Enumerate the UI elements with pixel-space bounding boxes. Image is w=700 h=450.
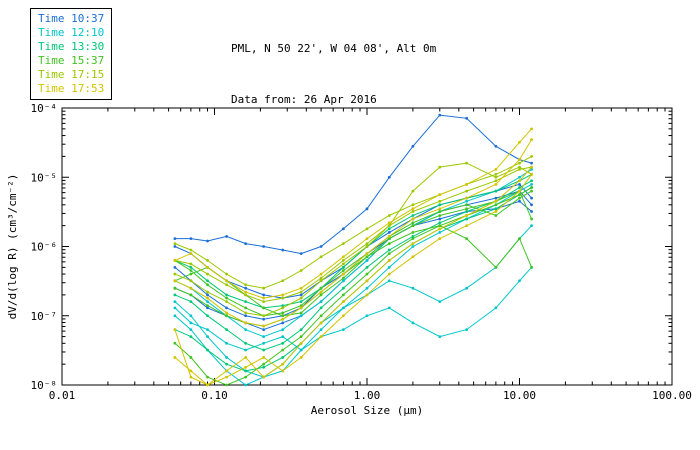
legend-item-1210: Time 12:10 (38, 26, 105, 39)
svg-text:10⁻⁷: 10⁻⁷ (31, 310, 58, 323)
legend-item-1330: Time 13:30 (38, 40, 105, 53)
series-line-1210 (174, 266, 532, 351)
svg-text:10⁻⁶: 10⁻⁶ (31, 241, 58, 254)
svg-text:10.00: 10.00 (503, 389, 536, 402)
series-line-1210 (174, 168, 532, 338)
plot-title: PML, N 50 22', W 04 08', Alt 0m (231, 42, 437, 55)
svg-text:10⁻⁴: 10⁻⁴ (31, 102, 58, 115)
series-line-1753 (174, 174, 533, 386)
series-line-1210 (174, 225, 532, 386)
series-line-1715 (174, 166, 532, 303)
y-axis-label: dV/d(log R) (cm³/cm⁻²) (6, 174, 19, 320)
legend-item-1537: Time 15:37 (38, 54, 105, 67)
series-line-1753 (174, 128, 532, 299)
series-line-1037 (174, 183, 532, 299)
series-line-1715 (174, 162, 532, 317)
series-line-1537 (174, 225, 533, 327)
legend: Time 10:37 Time 12:10 Time 13:30 Time 15:37… (30, 8, 113, 100)
plot-subtitle: Data from: 26 Apr 2016 (231, 93, 377, 106)
series-line-1330 (174, 180, 532, 351)
x-axis-label: Aerosol Size (μm) (311, 404, 424, 417)
svg-text:1.00: 1.00 (354, 389, 381, 402)
series-line-1210 (174, 183, 532, 378)
svg-text:10⁻⁵: 10⁻⁵ (31, 171, 58, 184)
series-line-1037 (174, 114, 532, 255)
series-line-1537 (174, 190, 532, 317)
legend-item-1753: Time 17:53 (38, 82, 105, 95)
series-line-1330 (174, 173, 532, 309)
series-line-1753 (174, 139, 533, 327)
svg-text:0.10: 0.10 (201, 389, 228, 402)
plot-header: PML, N 50 22', W 04 08', Alt 0m Data fro… (231, 6, 436, 142)
series-line-1537 (174, 187, 532, 386)
legend-item-1715: Time 17:15 (38, 68, 105, 81)
svg-text:0.01: 0.01 (49, 389, 76, 402)
series-line-1037 (174, 200, 532, 320)
svg-text:10⁻⁸: 10⁻⁸ (31, 379, 58, 392)
legend-item-1037: Time 10:37 (38, 12, 105, 25)
series-line-1753 (174, 166, 532, 386)
series-line-1715 (174, 155, 532, 289)
svg-text:100.00: 100.00 (652, 389, 692, 402)
